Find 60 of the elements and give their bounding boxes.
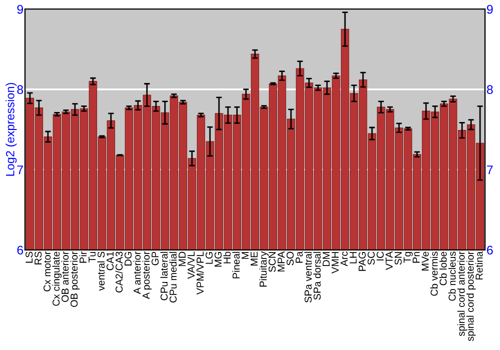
x-tick-label: VMH [332, 252, 339, 274]
x-tick-label: SCN [268, 252, 276, 272]
x-tick-label: DG [124, 252, 132, 266]
y-tick-label: 9 [17, 4, 24, 14]
x-tick-label: SPa dorsal [313, 252, 321, 300]
x-tick-label: Retina [475, 251, 483, 280]
x-tick-label: LH [350, 252, 357, 264]
y-tick-label: 8 [17, 85, 24, 94]
x-tick-label: VA/VL [187, 252, 195, 279]
x-tick-label: MG [214, 252, 222, 267]
x-tick-label: MD [178, 252, 186, 266]
y2-tick-label: 8 [486, 85, 493, 94]
x-tick-label: Cx motor [44, 251, 51, 292]
x-tick-label: Pir [79, 251, 87, 263]
x-tick-label: A posterior [142, 251, 152, 300]
x-tick-label: Cb nucleus [448, 252, 456, 301]
x-tick-label: CA2/CA3 [115, 252, 123, 292]
x-tick-label: Arc [340, 252, 348, 266]
x-tick-label: CA1 [106, 252, 114, 270]
x-tick-label: Pituitary [259, 251, 269, 287]
x-tick-label: VTA [386, 251, 393, 270]
x-tick-label: Hb [223, 252, 231, 264]
x-tick-label: Cb lobe [439, 252, 447, 286]
x-tick-label: LS [26, 252, 33, 263]
x-tick-label: spinal cord anterior [457, 251, 467, 336]
x-tick-label: Pa [296, 251, 303, 263]
x-tick-label: Pineal [232, 252, 240, 278]
x-tick-label: Tu [88, 252, 96, 262]
x-tick-label: ventral S [97, 252, 105, 291]
x-tick-label: Pn [412, 252, 420, 263]
x-tick-label: OB posterior [70, 251, 80, 307]
x-tick-label: spinal cord posterior [466, 251, 476, 342]
y-axis-title: Log2 (expression) [6, 82, 17, 176]
x-tick-label: IC [376, 252, 384, 260]
x-tick-label: DM [322, 252, 330, 266]
x-tick-label: Cx cingulate [52, 252, 62, 306]
x-tick-label: CPu medial [169, 252, 177, 302]
y-tick-label: 7 [17, 166, 23, 174]
x-tick-label: SN [394, 252, 402, 265]
x-tick-label: SC [368, 252, 375, 265]
x-tick-label: A anterior [133, 251, 141, 294]
x-tick-label: LG [206, 252, 213, 264]
y2-tick-label: 6 [487, 246, 493, 255]
y2-tick-label: 9 [486, 4, 493, 14]
x-tick-label: Cb vermis [430, 252, 438, 296]
x-tick-label: VPM/VPL [196, 252, 204, 295]
x-tick-label: SO [286, 252, 294, 266]
x-tick-label: MVe [422, 252, 429, 270]
x-tick-label: ME [250, 252, 258, 266]
y2-tick-label: 7 [487, 166, 493, 174]
x-tick-label: CPu lateral [160, 252, 168, 300]
x-tick-label: PAG [358, 252, 366, 271]
x-tick-label: SPa ventral [304, 252, 312, 303]
x-tick-label: Tg [404, 252, 413, 263]
y-tick-label: 6 [17, 246, 24, 255]
x-tick-label: M [242, 252, 249, 259]
x-tick-label: MPA [278, 251, 285, 272]
x-tick-label: GP [152, 252, 159, 266]
x-tick-label: RS [34, 252, 42, 264]
x-tick-label: OB anterior [61, 251, 69, 302]
